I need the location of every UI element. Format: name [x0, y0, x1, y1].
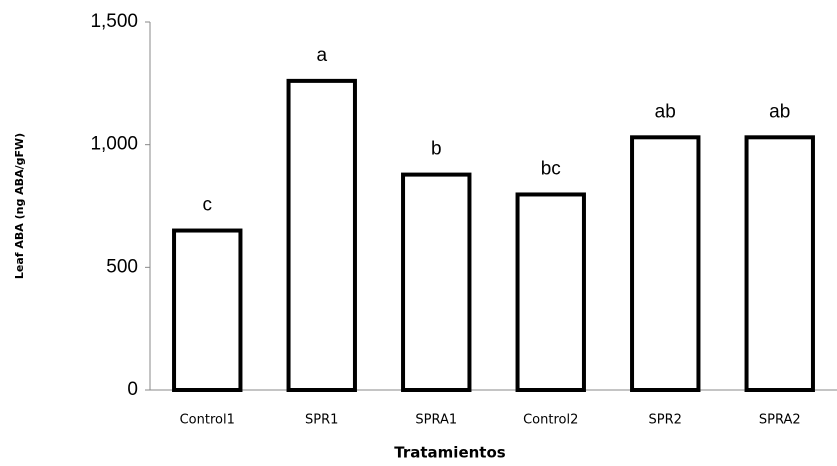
- bar: [401, 172, 472, 392]
- annotation: a: [316, 45, 327, 66]
- y-tick-label: 1,000: [90, 134, 138, 155]
- y-tick-label: 1,500: [90, 11, 138, 32]
- x-tick-label: SPRA1: [415, 413, 457, 428]
- bar: [286, 78, 357, 392]
- y-tick-label: 0: [127, 379, 138, 400]
- x-tick-label: Control2: [523, 413, 578, 428]
- y-axis-label: Leaf ABA (ng ABA/gFW): [13, 133, 26, 279]
- bar: [172, 228, 243, 392]
- bar: [515, 192, 586, 392]
- y-tick-label: 500: [106, 256, 138, 277]
- bar: [744, 135, 815, 392]
- bar: [630, 135, 701, 392]
- annotation: ab: [769, 101, 790, 122]
- x-axis-label: Tratamientos: [394, 444, 505, 462]
- x-tick-label: SPRA2: [759, 413, 801, 428]
- annotation: b: [431, 139, 442, 160]
- x-tick-label: SPR2: [649, 413, 682, 428]
- annotation: ab: [655, 101, 676, 122]
- x-tick-label: Control1: [180, 413, 235, 428]
- annotation: c: [203, 195, 213, 216]
- x-tick-label: SPR1: [305, 413, 338, 428]
- annotation: bc: [541, 158, 561, 179]
